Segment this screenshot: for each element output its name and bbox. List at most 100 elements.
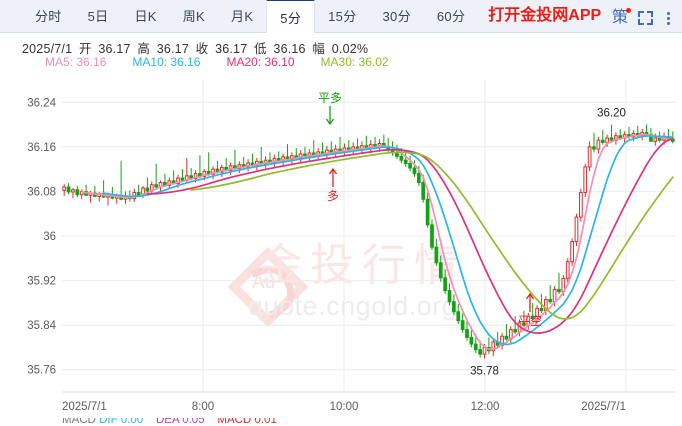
annotation-label: 多 xyxy=(327,189,339,203)
toolbar-icons: 策 xyxy=(611,8,674,26)
annotation-arrow-head xyxy=(328,167,338,175)
grid-lines xyxy=(62,80,675,393)
notification-dot xyxy=(626,8,631,13)
x-axis: 2025/7/1 8:00 10:00 12:00 2025/7/1 xyxy=(62,401,626,413)
fullscreen-icon[interactable] xyxy=(638,11,653,25)
tab-月K[interactable]: 月K xyxy=(218,0,266,32)
ma5-line xyxy=(80,133,674,351)
ma-value: 36.16 xyxy=(76,55,107,69)
y-axis-tick: 35.76 xyxy=(27,365,56,377)
ma-legend: MA5: 36.16 MA10: 36.16 MA20: 36.10 MA30: 36… xyxy=(45,55,415,69)
tab-label: 周K xyxy=(182,9,206,24)
macd-dea-label: DEA xyxy=(155,418,179,426)
high-price-label: 36.20 xyxy=(597,108,626,120)
more-options-icon[interactable] xyxy=(663,11,674,25)
ma-name: MA30 xyxy=(320,55,352,69)
tab-label: 30分 xyxy=(382,9,411,24)
annotation-close-short: 平空 xyxy=(518,292,542,328)
tab-30分[interactable]: 30分 xyxy=(370,0,424,32)
strategy-icon-label: 策 xyxy=(611,9,628,26)
ma-name: MA10 xyxy=(132,55,164,69)
y-axis-tick: 36.24 xyxy=(27,97,56,109)
tab-label: 5日 xyxy=(87,9,109,24)
open-value: 36.17 xyxy=(98,42,131,56)
tab-60分[interactable]: 60分 xyxy=(424,0,478,32)
tab-日K[interactable]: 日K xyxy=(121,0,169,32)
macd-macd-label: MACD xyxy=(217,418,252,426)
period-tabs: 分时 5日 日K 周K 月K 5分 15分 30分 60分 xyxy=(0,0,478,33)
annotation-arrow-head xyxy=(325,118,335,126)
ma20-line xyxy=(146,137,674,334)
tab-label: 15分 xyxy=(328,9,357,24)
annotation-arrow-head xyxy=(525,292,535,300)
chart-canvas: Au金投行情quote.cngold.org36.2436.1636.08363… xyxy=(27,80,675,413)
quote-date: 2025/7/1 xyxy=(22,42,73,56)
tab-label: 分时 xyxy=(35,9,62,24)
tab-label: 日K xyxy=(134,9,157,24)
ma-legend-ma20: MA20: 36.10 xyxy=(226,55,295,69)
macd-panel: MACD DIF 0.00 DEA 0.05 MACD 0.01 xyxy=(0,418,682,426)
y-axis-tick: 36.16 xyxy=(27,142,56,154)
tab-5日[interactable]: 5日 xyxy=(75,0,122,32)
ma30-line xyxy=(190,151,674,320)
ma-value: 36.02 xyxy=(358,55,389,69)
annotation-label: 平多 xyxy=(318,91,342,105)
watermark-brand: 金投行情 xyxy=(258,241,466,290)
y-axis-tick: 36 xyxy=(43,231,56,243)
change-value: 0.02% xyxy=(331,42,369,56)
macd-legend: MACD DIF 0.00 DEA 0.05 MACD 0.01 xyxy=(62,418,277,426)
y-axis-tick: 35.92 xyxy=(27,276,56,288)
watermark-logo-text: Au xyxy=(252,272,275,293)
x-axis-tick: 8:00 xyxy=(192,401,214,413)
ma-name: MA20 xyxy=(226,55,258,69)
quote-summary: 2025/7/1 开 36.17 高 36.17 收 36.17 低 36.16… xyxy=(22,38,371,57)
annotation-open-long: 多 xyxy=(327,167,339,203)
tab-label: 60分 xyxy=(436,9,466,24)
high-value: 36.17 xyxy=(156,42,189,56)
macd-dif-value: 0.00 xyxy=(120,418,144,426)
tab-label: 5分 xyxy=(280,10,302,26)
ma-legend-ma30: MA30: 36.02 xyxy=(320,55,389,69)
ma-legend-ma10: MA10: 36.16 xyxy=(132,55,201,69)
macd-macd-value: 0.01 xyxy=(254,418,277,426)
annotation-label: 平空 xyxy=(518,314,542,328)
candlestick-chart[interactable]: Au 金投行情 quote.cngold.org 36.24 36.16 36.08 36 3… xyxy=(0,70,682,426)
ma-value: 36.10 xyxy=(264,55,295,69)
high-label: 高 xyxy=(137,42,151,56)
tab-分时[interactable]: 分时 xyxy=(22,0,75,32)
change-label: 幅 xyxy=(312,42,326,56)
price-markers: 36.20 35.78 xyxy=(470,108,626,378)
close-value: 36.17 xyxy=(215,42,248,56)
annotation-close-long: 平多 xyxy=(318,91,342,126)
period-tabbar: 分时 5日 日K 周K 月K 5分 15分 30分 60分 打开金投网APP 策 xyxy=(0,0,682,33)
x-axis-tick: 10:00 xyxy=(330,401,359,413)
macd-dif-label: DIF xyxy=(99,418,118,426)
y-axis-tick: 36.08 xyxy=(27,186,56,198)
ma-name: MA5 xyxy=(45,55,70,69)
low-price-label: 35.78 xyxy=(470,366,499,378)
tab-5分[interactable]: 5分 xyxy=(266,0,316,33)
ma10-line xyxy=(102,135,674,346)
x-axis-tick: 2025/7/1 xyxy=(581,401,626,413)
ma-lines xyxy=(80,133,674,351)
low-label: 低 xyxy=(254,42,267,56)
x-axis-tick: 12:00 xyxy=(471,401,500,413)
ma-value: 36.16 xyxy=(170,55,201,69)
open-label: 开 xyxy=(78,42,92,56)
watermark-url: quote.cngold.org xyxy=(248,291,457,321)
macd-panel-label: MACD xyxy=(62,418,96,426)
tab-label: 月K xyxy=(231,9,254,24)
macd-dea-value: 0.05 xyxy=(182,418,205,426)
tab-周K[interactable]: 周K xyxy=(170,0,218,32)
open-app-link[interactable]: 打开金投网APP xyxy=(488,7,602,24)
tab-15分[interactable]: 15分 xyxy=(315,0,369,32)
x-axis-tick: 2025/7/1 xyxy=(62,401,107,413)
low-value: 36.16 xyxy=(273,42,306,56)
strategy-icon[interactable]: 策 xyxy=(611,8,631,26)
y-axis-tick: 35.84 xyxy=(27,320,56,332)
ma-legend-ma5: MA5: 36.16 xyxy=(45,55,107,69)
y-axis: 36.24 36.16 36.08 36 35.92 35.84 35.76 xyxy=(27,97,56,376)
